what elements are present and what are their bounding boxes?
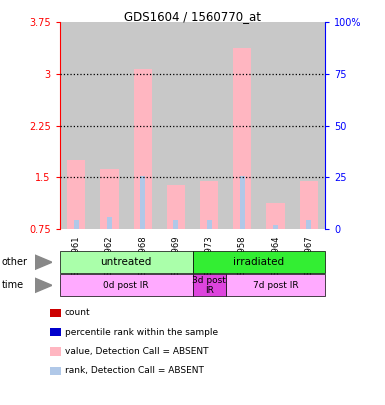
Bar bbox=[226, 22, 259, 229]
Text: 0d post IR: 0d post IR bbox=[103, 281, 149, 290]
Bar bbox=[107, 217, 112, 229]
Bar bbox=[100, 169, 119, 229]
Bar bbox=[67, 160, 85, 229]
Text: irradiated: irradiated bbox=[233, 257, 285, 267]
Bar bbox=[93, 22, 126, 229]
Bar bbox=[206, 220, 212, 229]
Text: 3d post
IR: 3d post IR bbox=[192, 276, 226, 295]
Bar bbox=[292, 22, 325, 229]
Bar bbox=[167, 185, 185, 229]
Bar bbox=[200, 181, 218, 229]
Text: other: other bbox=[2, 257, 28, 267]
Bar bbox=[134, 69, 152, 229]
Bar bbox=[192, 22, 226, 229]
Polygon shape bbox=[35, 255, 52, 270]
Bar bbox=[273, 225, 278, 229]
Bar bbox=[74, 220, 79, 229]
Text: untreated: untreated bbox=[100, 257, 152, 267]
Text: value, Detection Call = ABSENT: value, Detection Call = ABSENT bbox=[65, 347, 208, 356]
Bar bbox=[266, 203, 285, 229]
Bar bbox=[233, 48, 251, 229]
Bar bbox=[240, 176, 245, 229]
Text: time: time bbox=[2, 280, 24, 290]
Bar bbox=[259, 22, 292, 229]
Bar bbox=[173, 220, 179, 229]
Bar bbox=[159, 22, 192, 229]
Bar bbox=[126, 22, 159, 229]
Bar bbox=[300, 181, 318, 229]
Text: 7d post IR: 7d post IR bbox=[253, 281, 298, 290]
Bar bbox=[60, 22, 93, 229]
Text: percentile rank within the sample: percentile rank within the sample bbox=[65, 328, 218, 337]
Text: GDS1604 / 1560770_at: GDS1604 / 1560770_at bbox=[124, 10, 261, 23]
Bar bbox=[140, 176, 145, 229]
Polygon shape bbox=[35, 278, 52, 292]
Text: count: count bbox=[65, 308, 90, 317]
Bar bbox=[306, 220, 311, 229]
Text: rank, Detection Call = ABSENT: rank, Detection Call = ABSENT bbox=[65, 367, 204, 375]
